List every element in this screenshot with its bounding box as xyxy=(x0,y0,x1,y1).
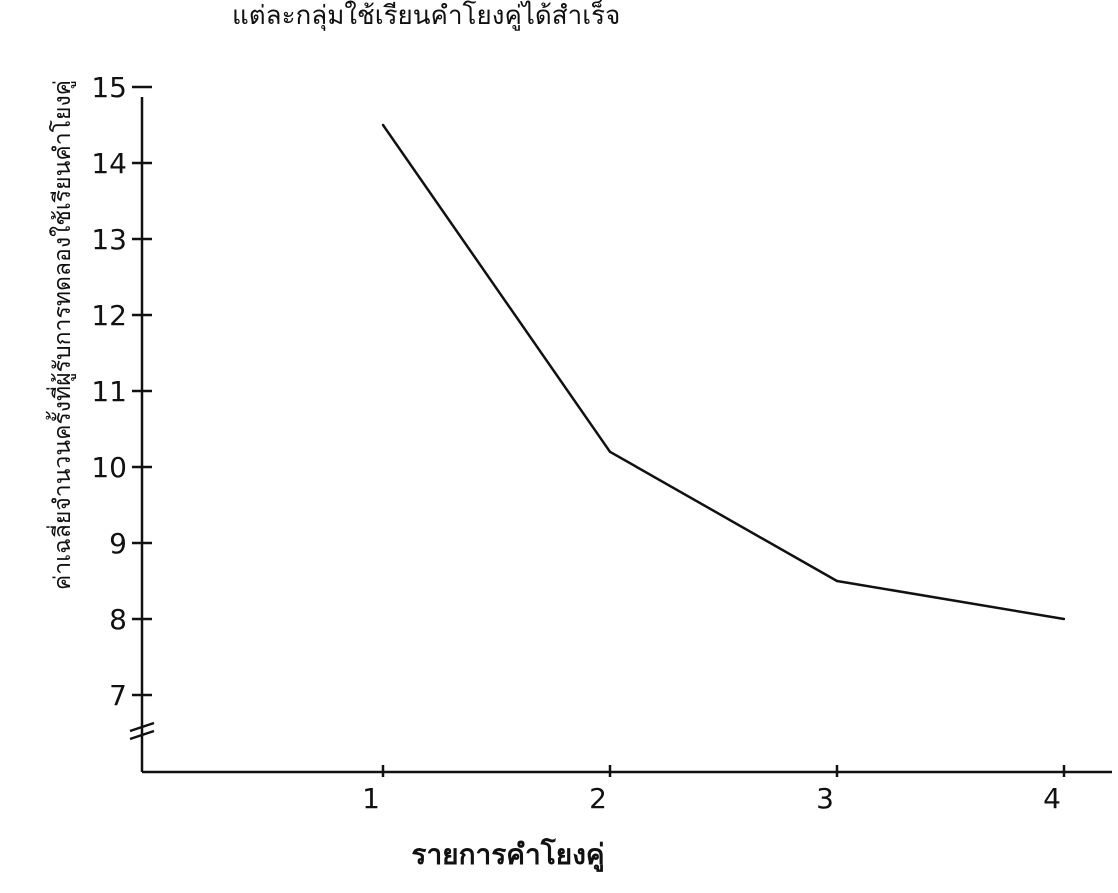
x-axis-title-group: รายการคำโยงคู่ xyxy=(411,837,604,872)
y-tick-label: 15 xyxy=(91,71,127,104)
y-tick-label: 9 xyxy=(109,527,127,560)
y-tick-label: 8 xyxy=(109,603,127,636)
y-ticks: 7 8 9 10 11 12 13 14 15 xyxy=(91,71,152,712)
x-tick-label: 1 xyxy=(362,782,380,815)
y-axis-title-group: ค่าเฉลี่ยจำนวนครั้งที่ผู้รับการทดลองใช้เ… xyxy=(46,80,76,590)
y-axis-title: ค่าเฉลี่ยจำนวนครั้งที่ผู้รับการทดลองใช้เ… xyxy=(46,80,76,590)
chart-title: แต่ละกลุ่มใช้เรียนคำโยงคู่ได้สำเร็จ xyxy=(232,0,620,31)
x-tick-label: 4 xyxy=(1043,782,1061,815)
x-tick-label: 2 xyxy=(589,782,607,815)
y-tick-label: 10 xyxy=(91,451,127,484)
data-point xyxy=(381,123,385,127)
y-tick-label: 12 xyxy=(91,299,127,332)
x-ticks: 1 2 3 4 xyxy=(362,765,1066,815)
axis-break-icon xyxy=(129,721,155,741)
data-point xyxy=(608,450,612,453)
y-tick-label: 14 xyxy=(91,147,127,180)
data-point xyxy=(835,579,839,583)
y-tick-label: 11 xyxy=(91,375,127,408)
y-tick-label: 7 xyxy=(109,679,127,712)
series-line xyxy=(381,124,1065,621)
data-point xyxy=(1062,617,1066,621)
y-tick-label: 13 xyxy=(91,223,127,256)
series-layer xyxy=(381,123,1066,621)
chart-title-group: แต่ละกลุ่มใช้เรียนคำโยงคู่ได้สำเร็จ xyxy=(232,0,620,31)
x-tick-label: 3 xyxy=(816,782,834,815)
x-axis-title: รายการคำโยงคู่ xyxy=(411,837,604,872)
